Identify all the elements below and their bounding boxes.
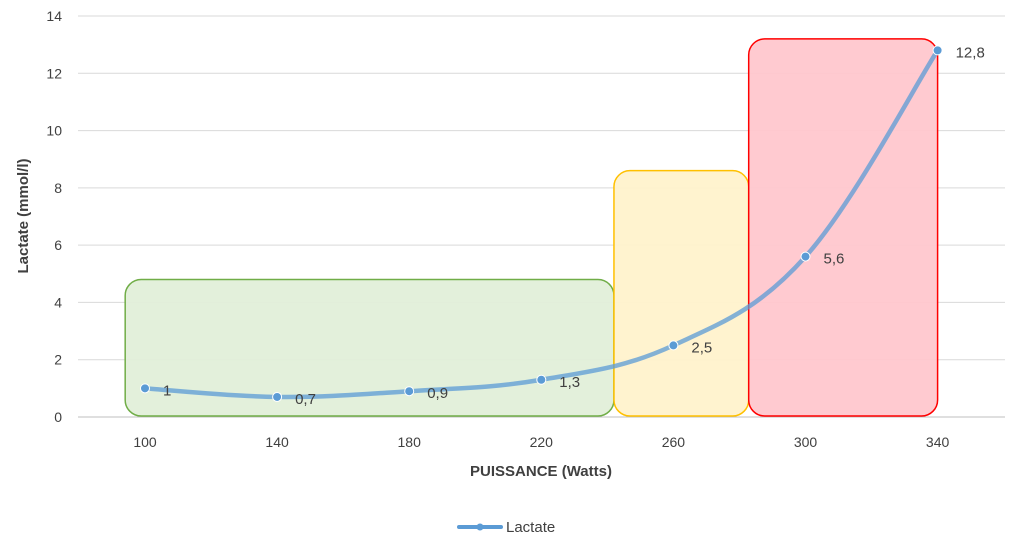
y-tick-label: 4 [54,294,62,310]
y-tick-label: 10 [46,123,62,139]
x-tick-label: 300 [794,434,818,450]
y-tick-label: 0 [54,409,62,425]
highlight-zones [124,38,939,417]
x-tick-label: 180 [398,434,422,450]
data-point [272,391,283,402]
data-label: 0,9 [427,385,448,402]
y-tick-label: 6 [54,237,62,253]
legend: Lactate [457,519,555,536]
x-tick-label: 100 [133,434,157,450]
x-tick-label: 260 [662,434,686,450]
y-tick-label: 14 [46,8,62,24]
series-lactate [140,45,943,402]
data-label: 1 [163,382,171,399]
y-axis-ticks: 0 2 4 6 8 10 12 14 [46,8,62,425]
zone-yellow [613,169,750,417]
data-label: 5,6 [824,251,845,268]
data-label: 1,3 [559,374,580,391]
x-tick-label: 340 [926,434,950,450]
x-tick-label: 220 [530,434,554,450]
data-point [668,340,679,351]
data-point [800,251,811,262]
data-label: 12,8 [956,44,985,61]
y-tick-label: 12 [46,65,62,81]
legend-label: Lactate [506,519,555,536]
data-point [932,45,943,56]
data-label: 0,7 [295,391,316,408]
data-label: 2,5 [691,339,712,356]
x-axis-title: PUISSANCE (Watts) [470,463,612,480]
legend-marker-icon [476,523,484,531]
x-tick-label: 140 [265,434,289,450]
y-tick-label: 8 [54,180,62,196]
data-point [140,383,150,394]
y-axis-title: Lactate (mmol/l) [15,158,32,273]
y-tick-label: 2 [54,352,62,368]
x-axis-ticks: 100 140 180 220 260 300 340 [133,434,949,450]
data-point [404,386,415,397]
data-point [536,374,547,385]
data-labels: 1 0,7 0,9 1,3 2,5 5,6 12,8 [163,44,985,408]
